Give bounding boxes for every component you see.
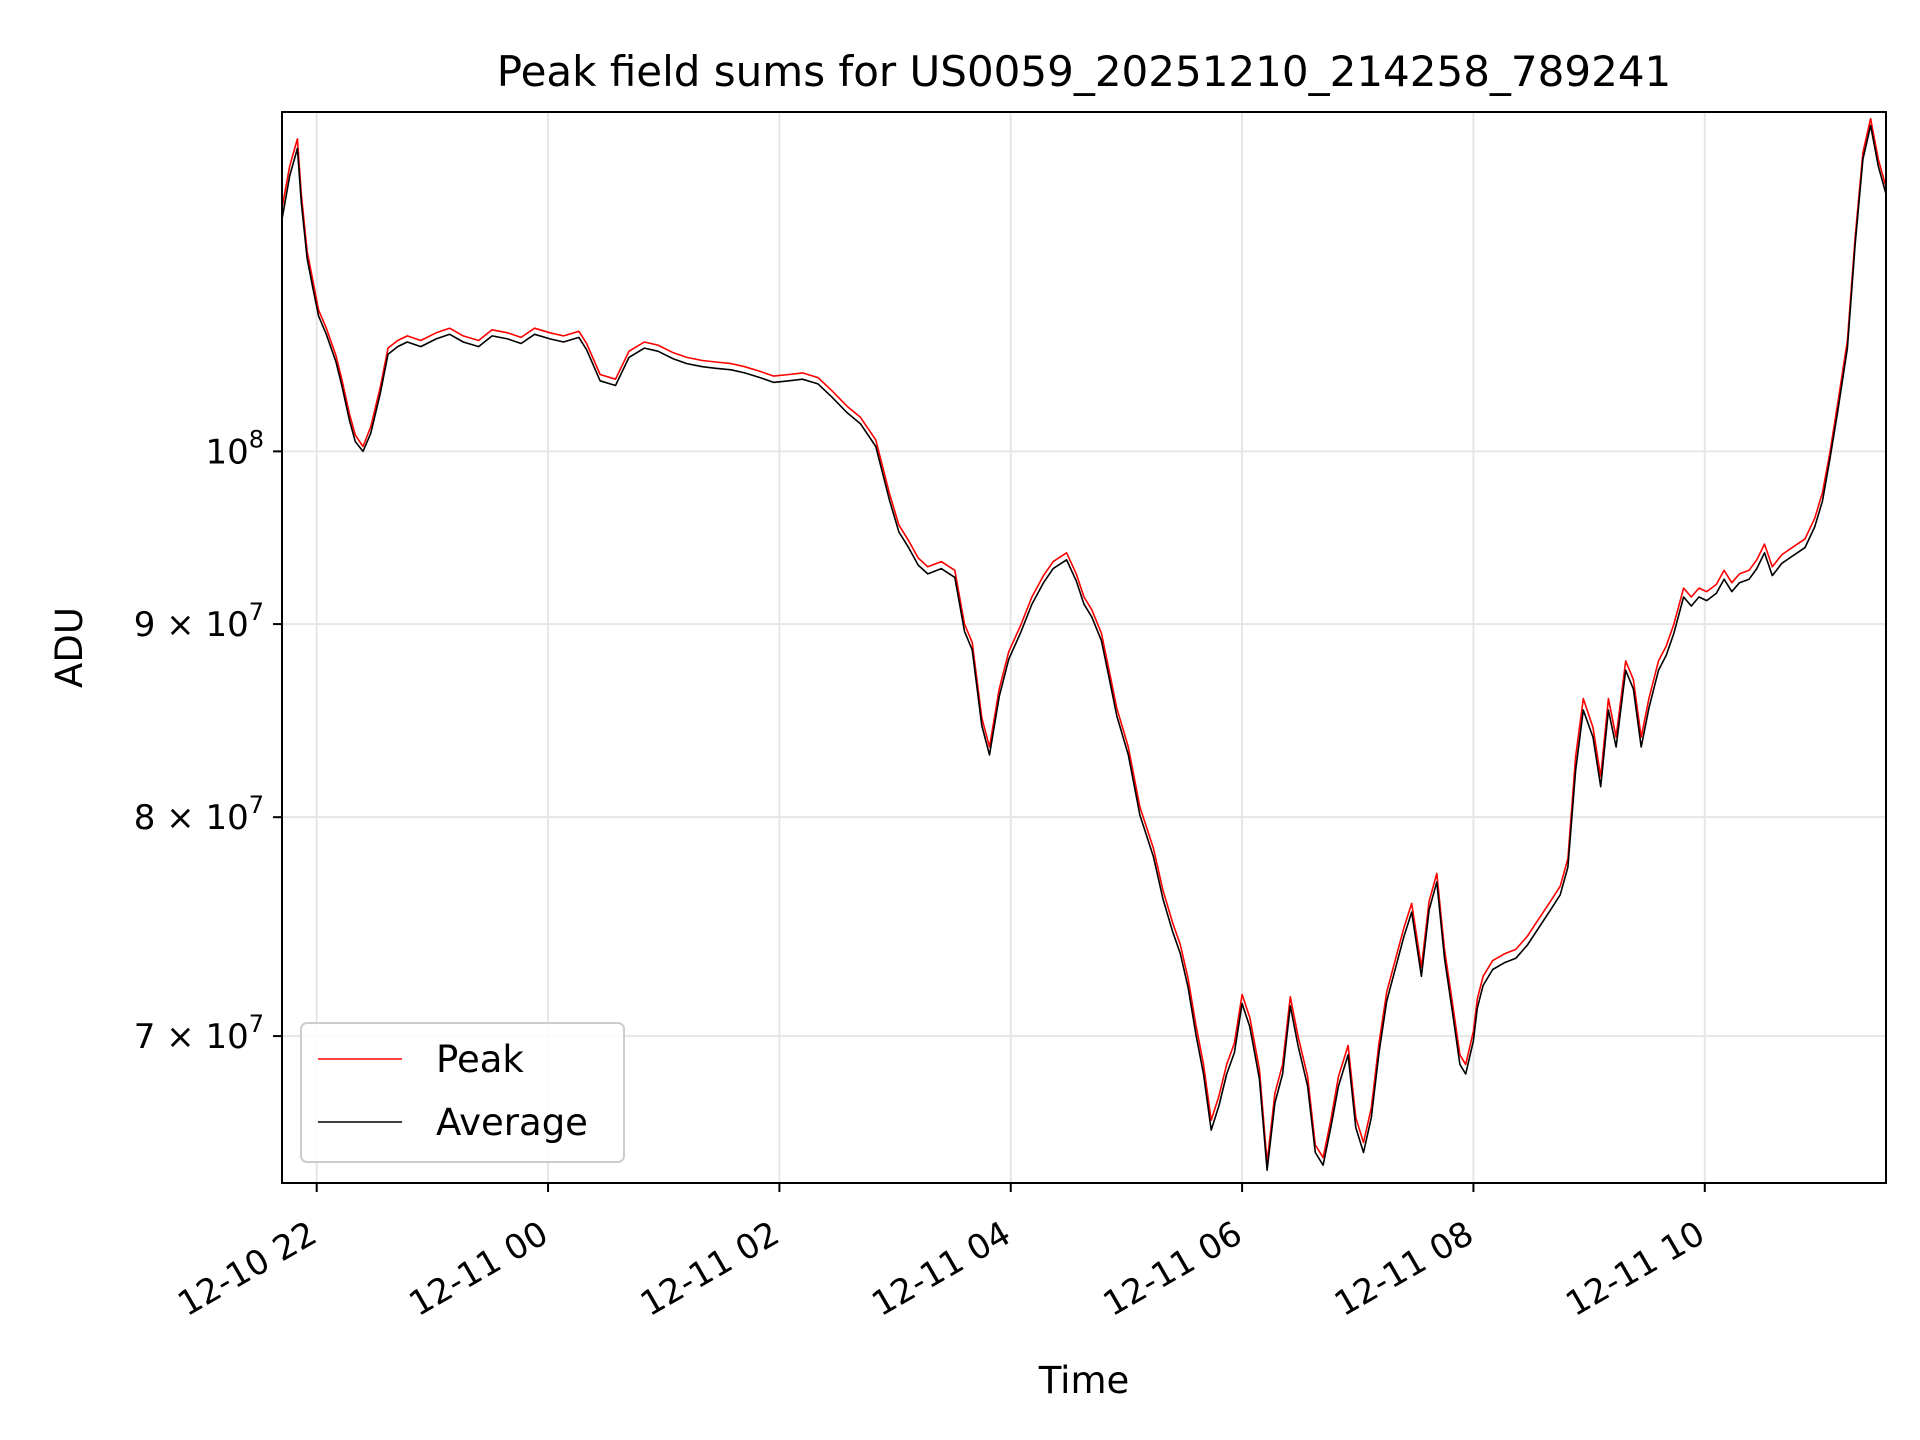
plot-frame [281, 111, 1887, 1184]
legend-label-peak: Peak [436, 1038, 524, 1081]
x-axis-label: Time [1038, 1359, 1130, 1402]
legend-box [300, 1022, 625, 1163]
y-tick-label: 7 × 107 [134, 1010, 264, 1057]
y-tick-label: 8 × 107 [134, 791, 264, 838]
series-line-average [282, 124, 1886, 1171]
legend: Peak Average [300, 1022, 625, 1163]
y-axis-label: ADU [48, 607, 91, 688]
series-line-peak [282, 117, 1886, 1164]
series-layer [282, 117, 1886, 1171]
y-tick-label: 9 × 107 [134, 598, 264, 645]
legend-label-average: Average [436, 1101, 588, 1144]
chart-title: Peak field sums for US0059_20251210_2142… [497, 47, 1672, 96]
